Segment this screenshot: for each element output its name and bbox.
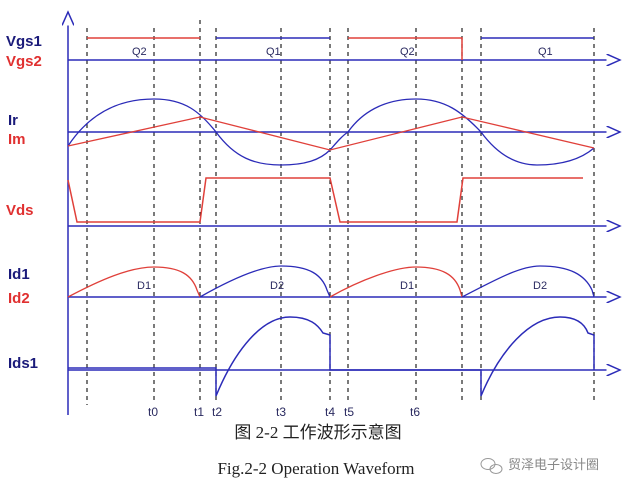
vgs-waveform — [87, 37, 594, 60]
time-label-t3: t3 — [276, 405, 286, 419]
id1-d1-2 — [329, 266, 463, 298]
label-vgs2: Vgs2 — [6, 53, 42, 70]
label-id1: Id1 — [8, 266, 30, 283]
time-label-t4: t4 — [325, 405, 335, 419]
ir-waveform — [67, 98, 595, 166]
vds-waveform — [67, 177, 583, 223]
watermark-text: 贸泽电子设计圈 — [508, 458, 599, 473]
time-label-t0: t0 — [148, 405, 158, 419]
gate-label-q1: Q1 — [538, 46, 553, 58]
gate-label-q1: Q1 — [266, 46, 281, 58]
im-waveform — [67, 116, 595, 151]
label-ids1: Ids1 — [8, 355, 38, 372]
caption-english: Fig.2-2 Operation Waveform — [217, 459, 414, 478]
time-label-t5: t5 — [344, 405, 354, 419]
id2-d2-2 — [461, 265, 595, 298]
diode-label-d1: D1 — [137, 280, 151, 292]
id-waveform — [67, 265, 595, 298]
ids1-waveform — [68, 316, 595, 397]
vgs2-pulse-2 — [348, 37, 463, 60]
time-markers — [86, 20, 595, 405]
label-ir: Ir — [8, 112, 18, 129]
id2-d2-1 — [199, 265, 331, 298]
label-im: Im — [8, 131, 26, 148]
label-vds: Vds — [6, 202, 34, 219]
label-vgs1: Vgs1 — [6, 33, 42, 50]
diode-label-d2: D2 — [270, 280, 284, 292]
gate-label-q2: Q2 — [132, 46, 147, 58]
time-label-t6: t6 — [410, 405, 420, 419]
id1-d1-1 — [67, 266, 201, 298]
diode-label-d1: D1 — [400, 280, 414, 292]
gate-label-q2: Q2 — [400, 46, 415, 58]
caption-chinese: 图 2-2 工作波形示意图 — [234, 423, 401, 442]
wechat-icon — [480, 458, 503, 474]
time-label-t2: t2 — [212, 405, 222, 419]
label-id2: Id2 — [8, 290, 30, 307]
diode-label-d2: D2 — [533, 280, 547, 292]
time-label-t1: t1 — [194, 405, 204, 419]
